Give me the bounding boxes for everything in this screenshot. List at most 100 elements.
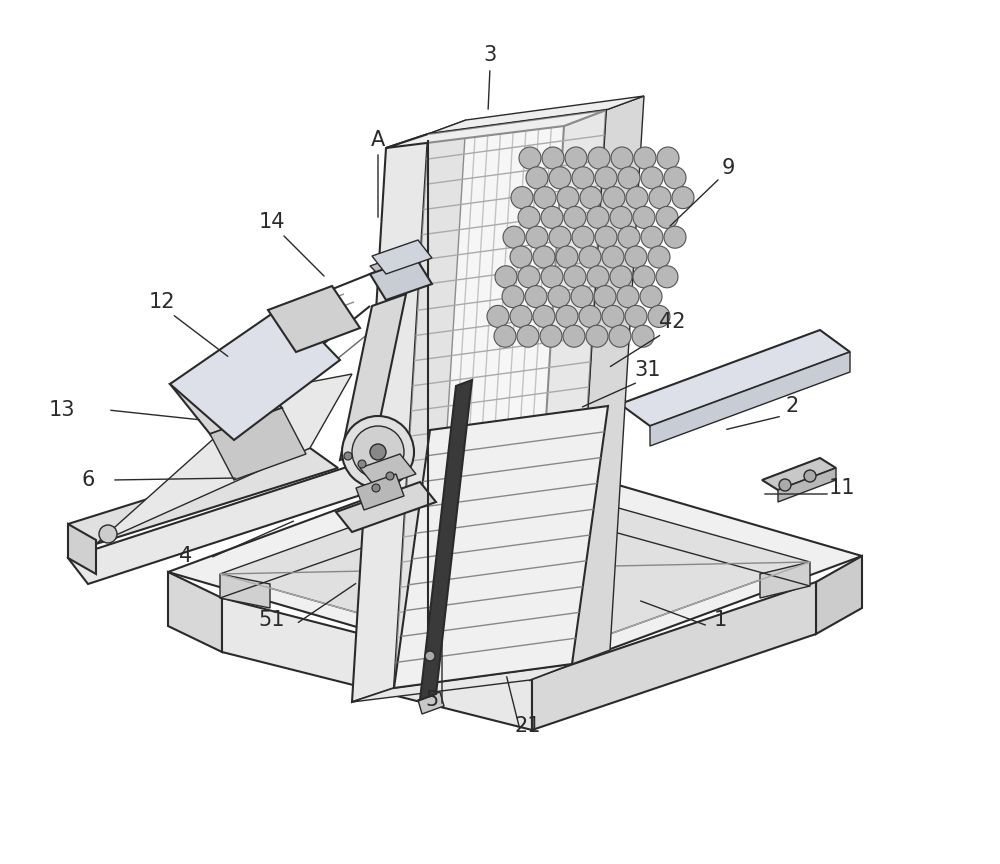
Circle shape [571, 286, 593, 308]
Text: 4: 4 [179, 546, 193, 566]
Circle shape [580, 187, 602, 208]
Text: 2: 2 [785, 396, 799, 416]
Circle shape [548, 286, 570, 308]
Polygon shape [336, 482, 436, 532]
Circle shape [632, 325, 654, 347]
Circle shape [475, 631, 485, 641]
Polygon shape [394, 406, 608, 688]
Circle shape [518, 266, 540, 288]
Circle shape [572, 167, 594, 189]
Circle shape [540, 325, 562, 347]
Circle shape [595, 167, 617, 189]
Circle shape [641, 226, 663, 248]
Circle shape [557, 187, 579, 208]
Polygon shape [370, 258, 432, 300]
Circle shape [610, 266, 632, 288]
Polygon shape [428, 96, 644, 134]
Circle shape [626, 187, 648, 208]
Polygon shape [572, 96, 644, 664]
Circle shape [633, 266, 655, 288]
Circle shape [425, 651, 435, 661]
Circle shape [526, 226, 548, 248]
Polygon shape [352, 664, 572, 702]
Circle shape [533, 305, 555, 327]
Circle shape [611, 147, 633, 169]
Circle shape [533, 246, 555, 268]
Polygon shape [620, 330, 850, 426]
Circle shape [517, 325, 539, 347]
Circle shape [587, 206, 609, 228]
Polygon shape [168, 572, 222, 652]
Circle shape [487, 305, 509, 327]
Circle shape [648, 305, 670, 327]
Circle shape [602, 305, 624, 327]
Circle shape [549, 226, 571, 248]
Polygon shape [68, 466, 370, 584]
Circle shape [502, 286, 524, 308]
Polygon shape [340, 294, 406, 460]
Circle shape [563, 325, 585, 347]
Polygon shape [532, 582, 816, 730]
Text: 5: 5 [425, 690, 439, 710]
Circle shape [556, 305, 578, 327]
Circle shape [572, 226, 594, 248]
Polygon shape [372, 240, 432, 274]
Polygon shape [360, 454, 416, 488]
Text: 1: 1 [713, 610, 727, 630]
Circle shape [634, 147, 656, 169]
Circle shape [564, 206, 586, 228]
Circle shape [779, 479, 791, 491]
Polygon shape [170, 304, 340, 440]
Text: 6: 6 [81, 470, 95, 490]
Polygon shape [222, 598, 532, 730]
Polygon shape [762, 458, 836, 490]
Circle shape [542, 147, 564, 169]
Circle shape [633, 206, 655, 228]
Polygon shape [168, 450, 862, 678]
Circle shape [342, 416, 414, 488]
Polygon shape [420, 380, 472, 700]
Circle shape [656, 266, 678, 288]
Polygon shape [418, 692, 444, 714]
Circle shape [503, 226, 525, 248]
Polygon shape [356, 474, 404, 510]
Circle shape [595, 226, 617, 248]
Circle shape [370, 444, 386, 460]
Circle shape [617, 286, 639, 308]
Circle shape [594, 286, 616, 308]
Text: A: A [371, 130, 385, 150]
Polygon shape [386, 110, 606, 148]
Circle shape [549, 167, 571, 189]
Text: 42: 42 [659, 312, 685, 332]
Polygon shape [394, 120, 466, 688]
Text: 12: 12 [149, 292, 175, 312]
Circle shape [510, 246, 532, 268]
Circle shape [648, 246, 670, 268]
Circle shape [602, 246, 624, 268]
Circle shape [579, 246, 601, 268]
Text: 31: 31 [635, 360, 661, 380]
Polygon shape [220, 574, 270, 608]
Circle shape [344, 452, 352, 460]
Polygon shape [96, 374, 352, 544]
Circle shape [511, 187, 533, 208]
Polygon shape [210, 408, 306, 480]
Circle shape [657, 147, 679, 169]
Circle shape [99, 525, 117, 543]
Circle shape [804, 470, 816, 482]
Text: 13: 13 [49, 400, 75, 420]
Circle shape [541, 266, 563, 288]
Circle shape [358, 460, 366, 468]
Circle shape [656, 206, 678, 228]
Text: 14: 14 [259, 212, 285, 232]
Circle shape [586, 325, 608, 347]
Circle shape [510, 305, 532, 327]
Circle shape [625, 305, 647, 327]
Text: 9: 9 [721, 158, 735, 178]
Circle shape [519, 147, 541, 169]
Polygon shape [268, 286, 360, 352]
Circle shape [618, 167, 640, 189]
Circle shape [372, 484, 380, 492]
Text: 11: 11 [829, 478, 855, 498]
Circle shape [579, 305, 601, 327]
